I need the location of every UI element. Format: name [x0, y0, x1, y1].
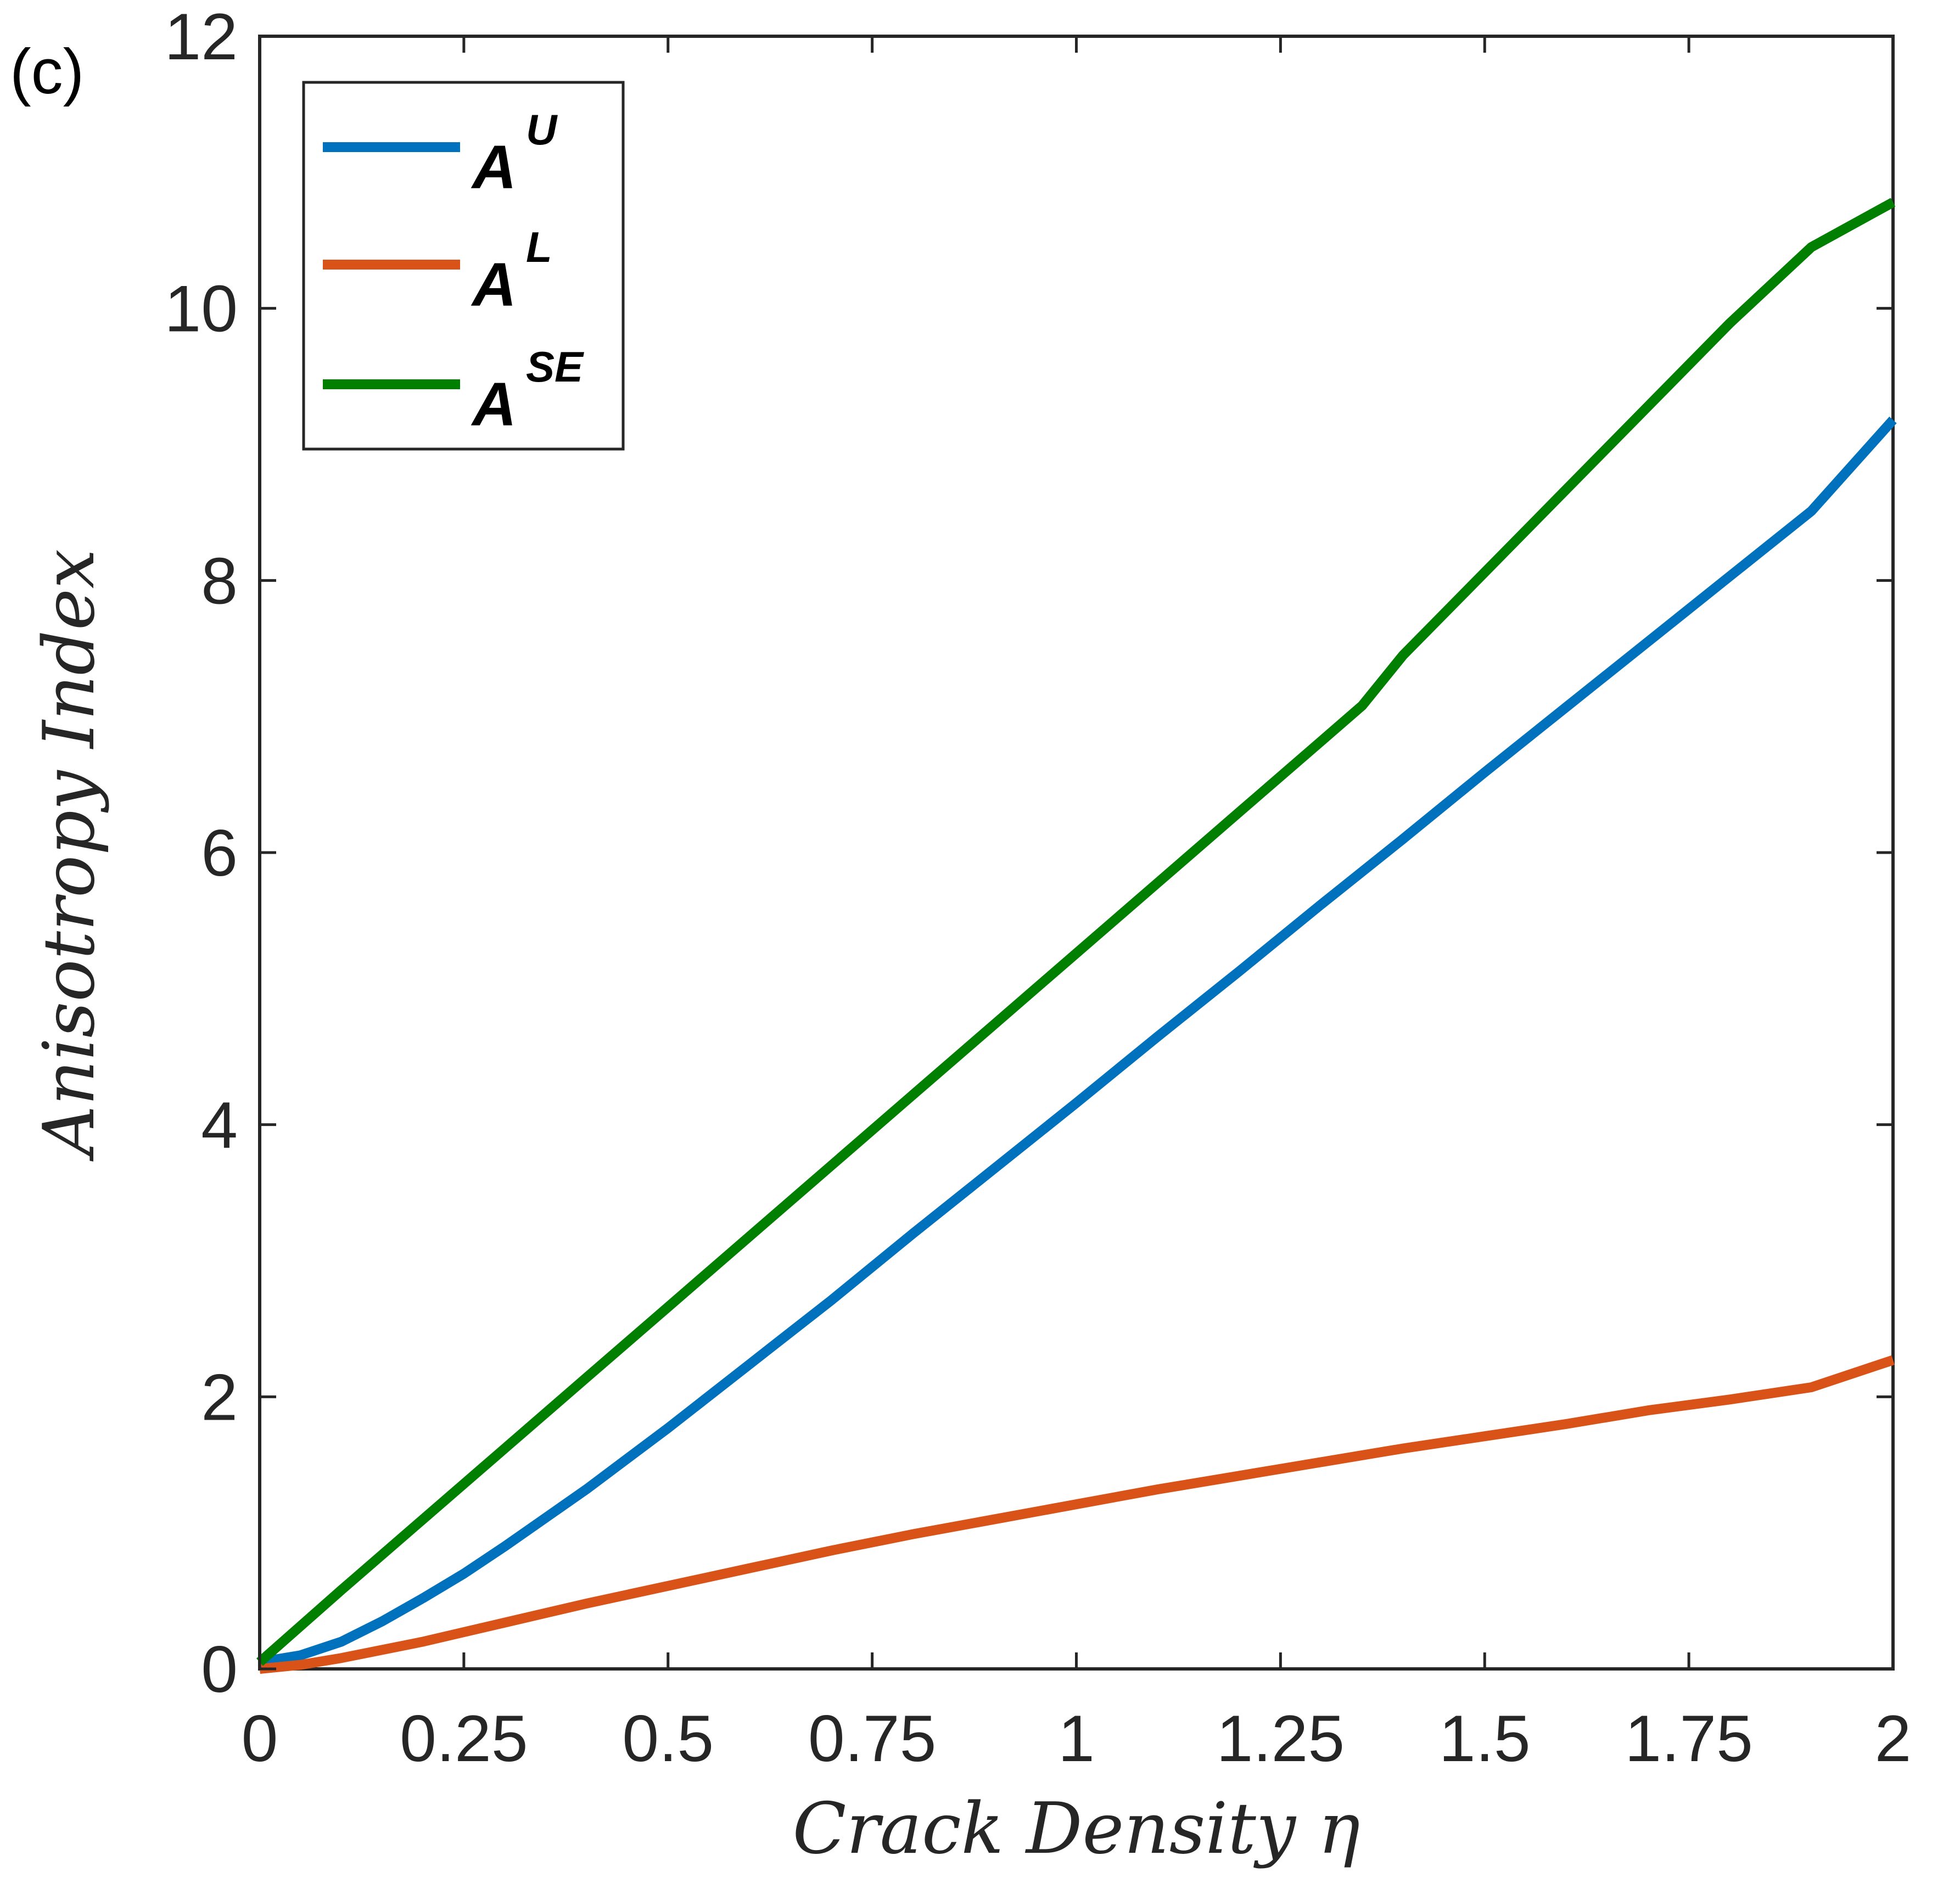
y-tick-label-2: 4	[201, 1089, 238, 1162]
legend-label-2: A	[471, 370, 517, 439]
x-tick-label-2: 0.5	[622, 1702, 714, 1775]
x-axis-title: Crack Density η	[793, 1788, 1360, 1870]
legend-label-0: A	[471, 133, 517, 201]
series-line-2	[256, 198, 1896, 1666]
x-tick-label-7: 1.75	[1625, 1702, 1753, 1775]
panel-label: (c)	[10, 36, 84, 107]
legend-label-1: A	[471, 250, 517, 319]
x-tick-label-5: 1.25	[1217, 1702, 1345, 1775]
y-tick-labels: 0 2 4 6 8 10 12	[165, 0, 238, 1706]
y-tick-label-3: 6	[201, 816, 238, 890]
ticks-layer	[258, 35, 1895, 1671]
y-tick-label-1: 2	[201, 1360, 238, 1434]
x-tick-label-8: 2	[1875, 1702, 1912, 1775]
series-layer	[256, 198, 1897, 1674]
x-tick-label-3: 0.75	[808, 1702, 937, 1775]
x-tick-label-0: 0	[242, 1702, 278, 1775]
x-tick-label-1: 0.25	[400, 1702, 528, 1775]
legend-label-sup-0: U	[526, 105, 558, 154]
legend-label-sup-2: SE	[526, 343, 584, 391]
x-tick-label-6: 1.5	[1439, 1702, 1531, 1775]
x-tick-labels: 0 0.25 0.5 0.75 1 1.25 1.5 1.75 2	[242, 1702, 1912, 1775]
y-tick-label-4: 8	[201, 544, 238, 618]
legend-label-sup-1: L	[526, 223, 552, 271]
series-line-0	[259, 416, 1897, 1667]
y-tick-label-6: 12	[165, 0, 238, 74]
y-axis-title: Anisotropy Index	[29, 549, 110, 1162]
x-tick-label-4: 1	[1058, 1702, 1095, 1775]
series-line-1	[259, 1355, 1895, 1674]
y-tick-label-5: 10	[165, 272, 238, 346]
y-tick-label-0: 0	[201, 1633, 238, 1706]
